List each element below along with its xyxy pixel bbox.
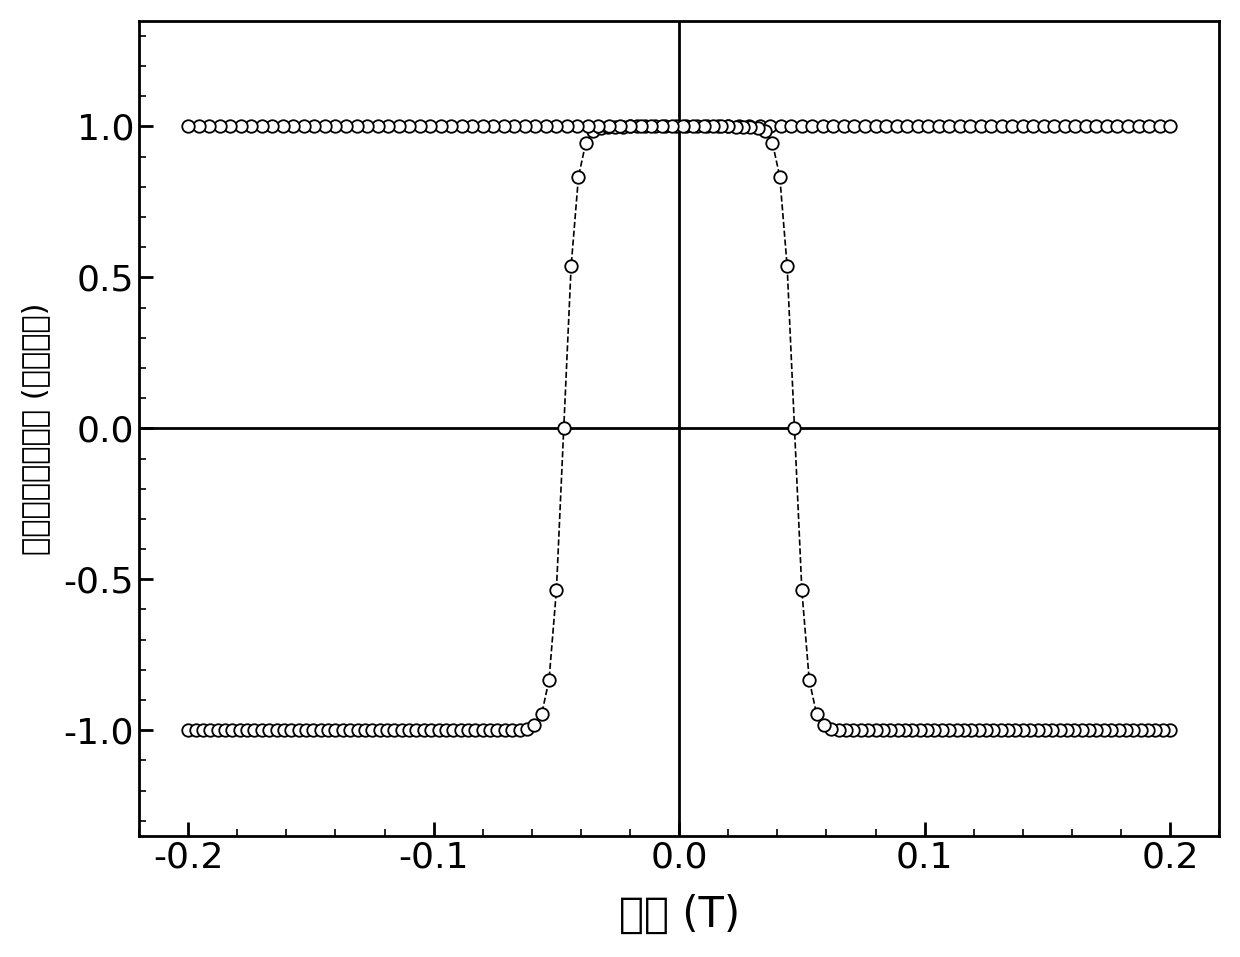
X-axis label: 磁场 (T): 磁场 (T) [619,894,740,936]
Y-axis label: 标准化的磁化强度 (任意单䵌): 标准化的磁化强度 (任意单䵌) [21,302,50,555]
